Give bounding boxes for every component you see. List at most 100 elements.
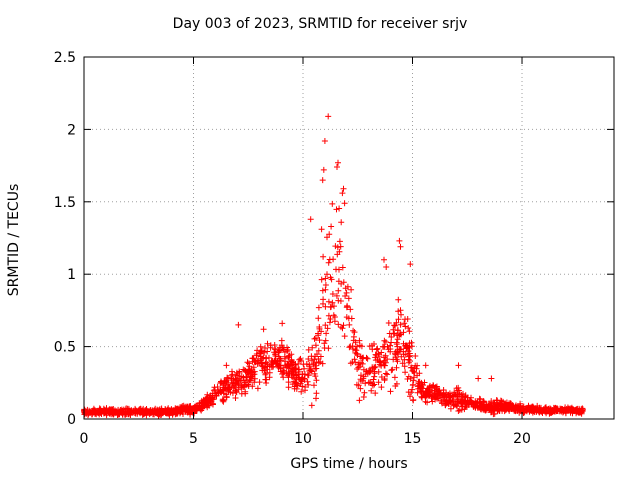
data-point [288,362,295,369]
data-point [304,371,311,378]
data-point [266,362,273,369]
data-point [293,385,300,392]
data-point [311,335,318,342]
data-point [352,347,359,354]
data-point [245,360,252,367]
data-point [324,271,330,278]
data-point [334,164,340,170]
data-point [382,370,389,377]
y-tick-label: 0.5 [54,340,76,356]
data-point [353,350,360,357]
data-point [256,360,263,367]
data-point [136,406,143,413]
data-point [455,408,462,414]
data-point [304,378,311,385]
data-point [360,394,367,400]
data-point [414,362,421,369]
x-tick-label: 15 [404,431,422,447]
data-point [279,371,286,377]
x-tick-label: 10 [294,431,312,447]
data-point [318,226,325,233]
data-point [419,394,425,401]
data-point [242,388,249,395]
data-point [331,303,337,310]
data-point [318,276,325,283]
data-point [455,384,462,391]
data-point [384,356,391,363]
data-point [325,259,332,266]
data-point [230,385,237,391]
data-point [394,358,401,365]
data-point [493,404,500,411]
data-point [475,375,482,382]
data-point [198,397,205,404]
data-point [375,379,382,386]
data-point [290,372,297,379]
data-point [288,356,295,363]
data-point [372,390,379,397]
data-point [393,364,400,371]
data-point [440,390,447,397]
data-point [363,354,370,361]
data-point [346,344,353,351]
data-point [196,402,203,409]
data-point [160,409,167,415]
data-point [472,402,479,409]
data-point [244,359,251,366]
data-point [336,248,343,255]
data-point [271,345,278,352]
data-point [228,375,235,382]
data-point [391,374,398,381]
data-point [235,321,242,328]
data-point [274,361,281,368]
data-point [335,321,342,328]
data-point [378,349,385,356]
data-point [258,348,265,355]
data-point [115,409,122,416]
data-point [325,298,332,305]
data-point [450,401,457,408]
data-point [319,360,326,367]
data-point [261,365,268,372]
data-point [351,356,358,363]
data-point [354,352,361,358]
data-point [103,409,110,416]
data-point [512,407,519,414]
data-point [355,382,362,389]
data-point [323,330,330,337]
data-point [320,253,327,260]
data-point [330,312,337,319]
data-point [339,325,346,332]
data-point [224,374,231,381]
data-point [285,384,292,391]
data-point [395,327,401,334]
data-point [366,343,373,350]
data-point [382,339,389,345]
data-point [251,379,258,386]
x-axis-label: GPS time / hours [290,456,408,472]
data-point [339,190,346,197]
data-point [342,285,349,292]
data-point [400,351,407,358]
data-point [199,405,206,412]
data-point [308,402,315,409]
data-point [371,341,377,347]
data-point [215,389,222,396]
data-point [358,378,364,384]
data-point [376,359,383,365]
data-point [360,366,367,373]
data-point [339,264,346,271]
data-point [253,351,260,357]
data-point [406,328,413,335]
data-point [128,407,135,414]
y-tick-label: 0 [67,412,76,428]
data-point [167,410,174,417]
data-point [204,402,210,409]
data-point [389,366,396,373]
data-point [343,289,350,296]
data-point [328,303,335,310]
data-point [125,408,132,415]
data-point [326,319,333,326]
data-point [322,286,329,293]
data-point [328,276,335,283]
